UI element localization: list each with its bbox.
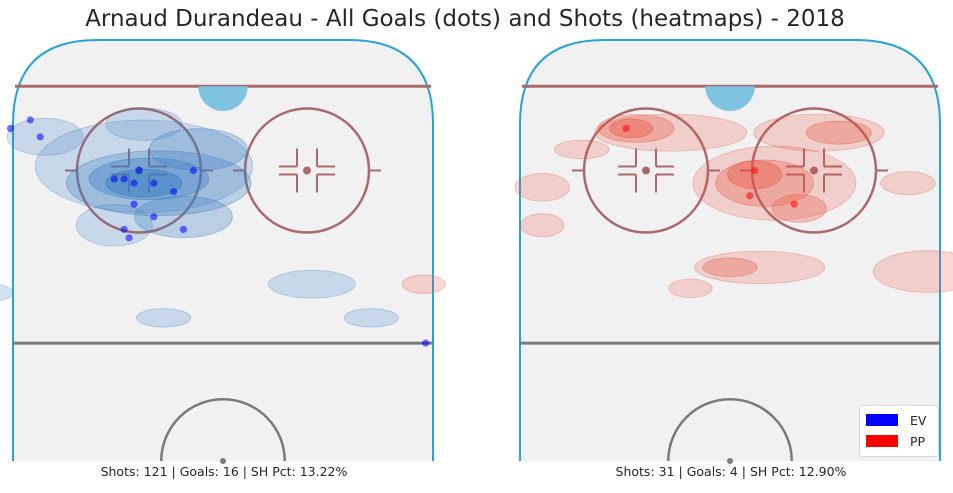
pp-faceoff-circle-right-dot	[810, 166, 818, 175]
ev-heat-blob	[343, 308, 399, 328]
ev-goal-dot	[130, 179, 138, 187]
ev-heat-blob	[105, 107, 183, 141]
ev-center-circle	[159, 397, 287, 462]
ev-heat-blob	[0, 284, 14, 301]
ev-goal-dot	[110, 175, 118, 183]
pp-heat-blob	[715, 159, 814, 207]
ev-heat-blob	[34, 119, 254, 214]
ev-goal-dot	[120, 175, 128, 183]
pp-rink-surface	[520, 40, 940, 461]
pp-heat-blob	[753, 113, 885, 152]
ev-goal-dot	[26, 116, 34, 124]
ev-crease	[198, 86, 248, 112]
pp-goal-dot	[746, 192, 754, 200]
pp-heat-blob	[880, 171, 936, 196]
ev-goal-dot	[150, 213, 158, 221]
pp-heat-blob	[805, 120, 872, 145]
ev-goal-dot	[36, 133, 44, 141]
pp-caption: Shots: 31 | Goals: 4 | SH Pct: 12.90%	[615, 464, 847, 479]
ev-goal-dot	[130, 200, 138, 208]
pp-heat-blob	[727, 160, 783, 190]
ev-center-dot	[220, 458, 226, 464]
legend-label-ev: EV	[910, 412, 927, 428]
ev-goal-dot	[421, 339, 430, 347]
pp-center-dot	[727, 458, 733, 464]
ev-heatmap	[0, 107, 399, 328]
ev-goal-dot	[169, 187, 178, 196]
pp-heat-blob	[694, 250, 826, 284]
pp-faceoff-circle-left-dot	[642, 166, 650, 175]
pp-goal-dot	[751, 166, 759, 175]
legend-label-pp: PP	[910, 433, 926, 449]
ev-heat-blob	[6, 117, 84, 156]
pp-heat-blob	[668, 278, 713, 299]
ev-goal-dot	[120, 225, 128, 234]
ev-heat-blob	[75, 204, 153, 247]
pp-crease	[705, 86, 755, 112]
legend: EV PP	[859, 405, 939, 457]
ev-rink-surface	[13, 40, 433, 461]
pp-heat-blob	[702, 257, 758, 278]
ev-caption: Shots: 121 | Goals: 16 | SH Pct: 13.22%	[100, 464, 348, 479]
pp-heatmap	[401, 113, 953, 299]
ev-heat-blob	[268, 269, 356, 299]
pp-heat-blob	[554, 139, 610, 160]
ev-goal-dot	[135, 166, 143, 175]
pp-heat-blob	[594, 113, 748, 152]
ev-faceoff-circle-right-dot	[303, 166, 311, 175]
pp-heat-blob	[692, 145, 857, 221]
pp-heat-blob	[771, 194, 827, 223]
chart-title: Arnaud Durandeau - All Goals (dots) and …	[85, 6, 845, 32]
legend-item-pp: PP	[866, 432, 925, 450]
pp-goals	[622, 124, 798, 208]
pp-heat-blob	[520, 213, 565, 238]
ev-goal-dot	[125, 234, 133, 242]
pp-center-circle	[666, 397, 794, 462]
ev-goals	[6, 116, 430, 347]
pp-heat-blob	[514, 173, 570, 202]
pp-goal-dot	[790, 200, 798, 208]
legend-swatch-ev	[866, 414, 898, 426]
legend-swatch-pp	[866, 435, 898, 447]
ev-goal-dot	[150, 179, 158, 187]
pp-heat-blob	[609, 118, 654, 139]
pp-goal-dot	[622, 124, 630, 133]
pp-heat-blob	[401, 274, 446, 294]
pp-heat-blob	[872, 250, 953, 293]
ev-goal-dot	[6, 124, 15, 133]
ev-goal-dot	[189, 166, 197, 175]
ev-heat-blob	[136, 308, 192, 328]
ev-goal-dot	[179, 225, 188, 234]
legend-item-ev: EV	[866, 411, 926, 429]
